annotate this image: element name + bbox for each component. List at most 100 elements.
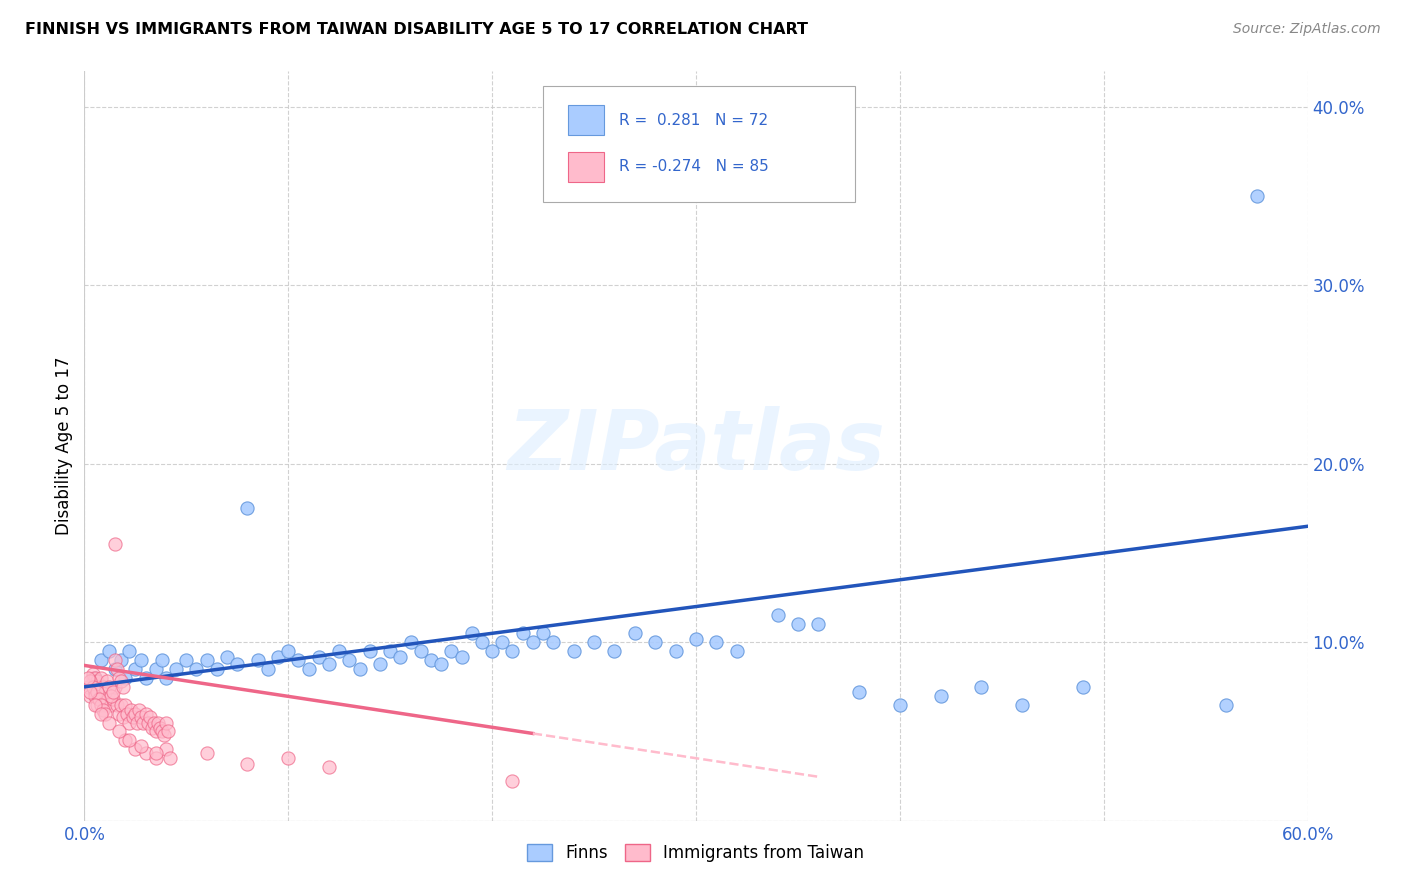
Point	[93, 685, 115, 699]
Point	[399, 635, 422, 649]
Point	[522, 635, 544, 649]
Point	[644, 635, 666, 649]
Point	[128, 703, 150, 717]
Point	[87, 680, 110, 694]
Point	[725, 644, 748, 658]
Point	[82, 671, 104, 685]
Point	[603, 644, 626, 658]
Point	[108, 671, 131, 685]
Point	[146, 715, 169, 730]
Point	[93, 680, 115, 694]
Point	[970, 680, 993, 694]
Point	[132, 715, 155, 730]
Point	[135, 746, 157, 760]
Point	[79, 685, 101, 699]
Text: Source: ZipAtlas.com: Source: ZipAtlas.com	[1233, 22, 1381, 37]
Point	[848, 685, 870, 699]
Point	[101, 692, 124, 706]
Point	[108, 724, 131, 739]
Point	[287, 653, 309, 667]
Point	[83, 685, 105, 699]
Point	[114, 698, 136, 712]
Point	[135, 706, 157, 721]
Point	[624, 626, 647, 640]
Point	[706, 635, 728, 649]
Point	[491, 635, 513, 649]
Point	[87, 692, 110, 706]
Point	[450, 649, 472, 664]
Point	[127, 715, 149, 730]
Point	[318, 657, 340, 671]
Point	[174, 653, 197, 667]
Point	[115, 706, 138, 721]
Point	[120, 703, 142, 717]
Point	[246, 653, 269, 667]
Point	[195, 653, 218, 667]
Point	[155, 671, 177, 685]
Text: ZIPatlas: ZIPatlas	[508, 406, 884, 486]
Point	[100, 689, 122, 703]
Point	[97, 715, 120, 730]
Point	[145, 724, 167, 739]
Point	[440, 644, 463, 658]
Point	[90, 706, 112, 721]
Point	[93, 706, 115, 721]
Point	[145, 746, 167, 760]
Point	[562, 644, 585, 658]
Point	[1011, 698, 1033, 712]
Point	[205, 662, 228, 676]
Point	[1073, 680, 1095, 694]
Point	[277, 644, 299, 658]
Point	[155, 715, 177, 730]
Point	[512, 626, 534, 640]
Point	[257, 662, 280, 676]
Point	[101, 685, 124, 699]
Point	[136, 715, 159, 730]
Point	[79, 674, 101, 689]
Point	[531, 626, 554, 640]
Point	[368, 657, 391, 671]
Point	[110, 698, 132, 712]
Point	[77, 680, 100, 694]
Point	[389, 649, 412, 664]
Point	[339, 653, 361, 667]
Point	[308, 649, 330, 664]
Point	[112, 710, 135, 724]
Point	[165, 662, 187, 676]
FancyBboxPatch shape	[543, 87, 855, 202]
Point	[131, 710, 153, 724]
Point	[929, 689, 952, 703]
Point	[145, 751, 167, 765]
Point	[236, 501, 259, 516]
Point	[267, 649, 290, 664]
Point	[114, 671, 136, 685]
Point	[108, 706, 131, 721]
Point	[150, 653, 173, 667]
Legend: Finns, Immigrants from Taiwan: Finns, Immigrants from Taiwan	[520, 837, 872, 869]
Point	[298, 662, 321, 676]
Point	[150, 724, 173, 739]
Point	[87, 692, 110, 706]
Point	[142, 715, 165, 730]
Point	[236, 756, 259, 771]
Point	[79, 689, 101, 703]
Point	[90, 698, 112, 712]
Point	[159, 751, 181, 765]
Point	[149, 721, 172, 735]
Point	[277, 751, 299, 765]
Point	[1215, 698, 1237, 712]
Point	[90, 671, 112, 685]
Point	[665, 644, 688, 658]
Point	[141, 721, 163, 735]
Point	[104, 662, 127, 676]
Point	[83, 698, 105, 712]
Point	[543, 635, 565, 649]
Point	[91, 680, 114, 694]
Point	[110, 674, 132, 689]
Point	[105, 662, 128, 676]
Point	[145, 662, 167, 676]
Point	[380, 644, 402, 658]
Y-axis label: Disability Age 5 to 17: Disability Age 5 to 17	[55, 357, 73, 535]
Point	[685, 632, 707, 646]
Point	[77, 671, 100, 685]
